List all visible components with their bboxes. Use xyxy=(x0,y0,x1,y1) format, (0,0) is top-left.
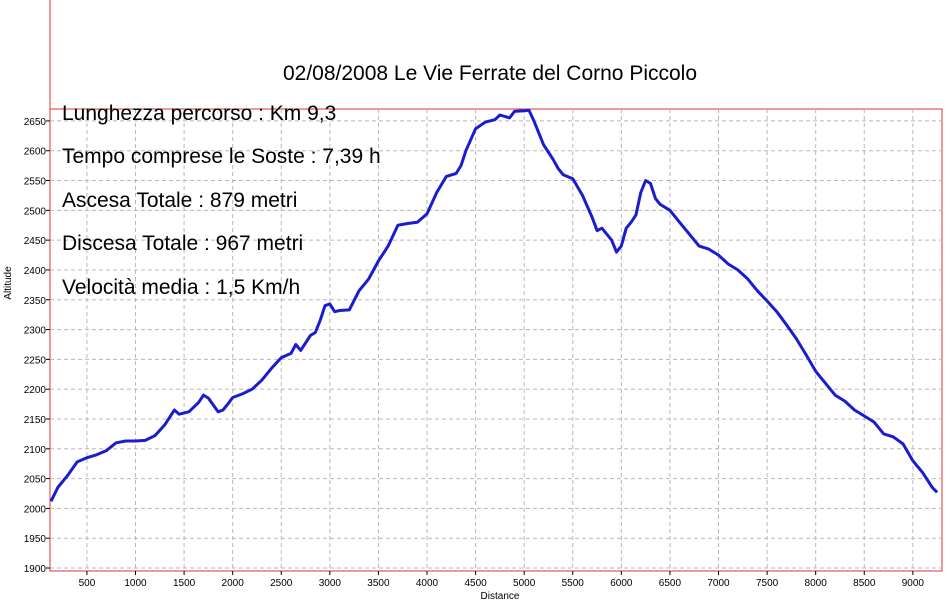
x-tick-label: 1500 xyxy=(173,578,196,589)
chart-title: 02/08/2008 Le Vie Ferrate del Corno Picc… xyxy=(283,62,697,85)
x-tick-label: 6500 xyxy=(659,578,682,589)
y-axis-label: Altitude xyxy=(3,266,14,300)
y-tick-label: 2400 xyxy=(24,266,47,277)
x-tick-label: 2500 xyxy=(270,578,293,589)
y-tick-label: 2050 xyxy=(24,475,47,486)
x-tick-label: 3000 xyxy=(319,578,342,589)
x-tick-label: 1000 xyxy=(124,578,147,589)
x-tick-label: 4000 xyxy=(416,578,439,589)
y-tick-label: 1950 xyxy=(24,534,47,545)
x-tick-label: 2000 xyxy=(222,578,245,589)
y-axis-ticks: 1900 1950 2000 2050 2100 2150 2200 2250 2300 2350… xyxy=(24,117,50,575)
x-tick-label: 3500 xyxy=(367,578,390,589)
y-tick-label: 2550 xyxy=(24,177,47,188)
x-gridlines xyxy=(86,109,914,571)
y-tick-label: 2000 xyxy=(24,504,47,515)
y-tick-label: 2200 xyxy=(24,385,47,396)
x-axis-label: Distance xyxy=(481,591,520,602)
y-tick-label: 2250 xyxy=(24,355,47,366)
stat-length: Lunghezza percorso : Km 9,3 xyxy=(62,102,337,125)
altitude-profile-line xyxy=(49,108,939,502)
x-tick-label: 6000 xyxy=(610,578,633,589)
y-tick-label: 2100 xyxy=(24,445,47,456)
y-gridlines xyxy=(50,120,942,569)
y-tick-label: 1900 xyxy=(24,564,47,575)
x-tick-label: 5000 xyxy=(513,578,536,589)
y-tick-label: 2350 xyxy=(24,296,47,307)
x-tick-label: 5500 xyxy=(562,578,585,589)
y-tick-label: 2650 xyxy=(24,117,47,128)
stat-ascent: Ascesa Totale : 879 metri xyxy=(62,189,298,212)
stat-time: Tempo comprese le Soste : 7,39 h xyxy=(62,145,381,168)
y-tick-label: 2150 xyxy=(24,415,47,426)
plot-frame xyxy=(49,108,943,572)
x-tick-label: 8500 xyxy=(853,578,876,589)
x-tick-label: 500 xyxy=(79,578,96,589)
y-tick-label: 2300 xyxy=(24,326,47,337)
x-tick-label: 4500 xyxy=(464,578,487,589)
y-tick-label: 2450 xyxy=(24,236,47,247)
stat-speed: Velocità media : 1,5 Km/h xyxy=(62,276,301,299)
x-tick-label: 8000 xyxy=(805,578,828,589)
x-tick-label: 9000 xyxy=(902,578,925,589)
stat-descent: Discesa Totale : 967 metri xyxy=(62,232,304,255)
y-tick-label: 2600 xyxy=(24,147,47,158)
x-tick-label: 7000 xyxy=(707,578,730,589)
y-tick-label: 2500 xyxy=(24,206,47,217)
x-tick-label: 7500 xyxy=(756,578,779,589)
x-axis-ticks: 500 1000 1500 2000 2500 3000 3500 4000 4500 5000 5… xyxy=(79,571,925,589)
